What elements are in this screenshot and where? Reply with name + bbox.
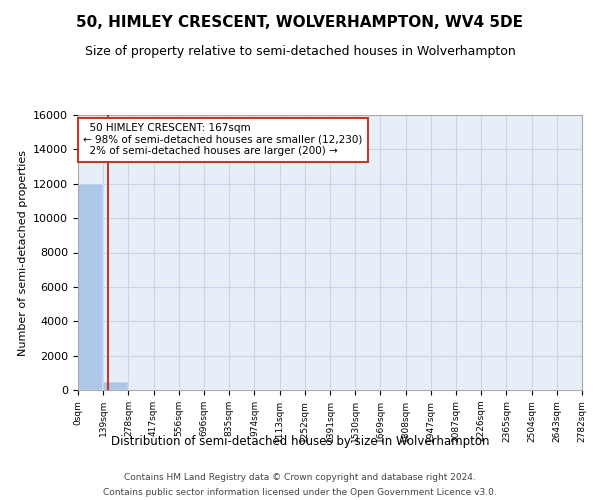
Bar [103,382,128,390]
Text: Contains public sector information licensed under the Open Government Licence v3: Contains public sector information licen… [103,488,497,497]
Y-axis label: Number of semi-detached properties: Number of semi-detached properties [17,150,28,356]
Text: Contains HM Land Registry data © Crown copyright and database right 2024.: Contains HM Land Registry data © Crown c… [124,473,476,482]
Text: 50 HIMLEY CRESCENT: 167sqm
← 98% of semi-detached houses are smaller (12,230)
  : 50 HIMLEY CRESCENT: 167sqm ← 98% of semi… [83,123,362,156]
Text: Size of property relative to semi-detached houses in Wolverhampton: Size of property relative to semi-detach… [85,45,515,58]
Text: 50, HIMLEY CRESCENT, WOLVERHAMPTON, WV4 5DE: 50, HIMLEY CRESCENT, WOLVERHAMPTON, WV4 … [77,15,523,30]
Bar [78,184,103,390]
Text: Distribution of semi-detached houses by size in Wolverhampton: Distribution of semi-detached houses by … [111,435,489,448]
